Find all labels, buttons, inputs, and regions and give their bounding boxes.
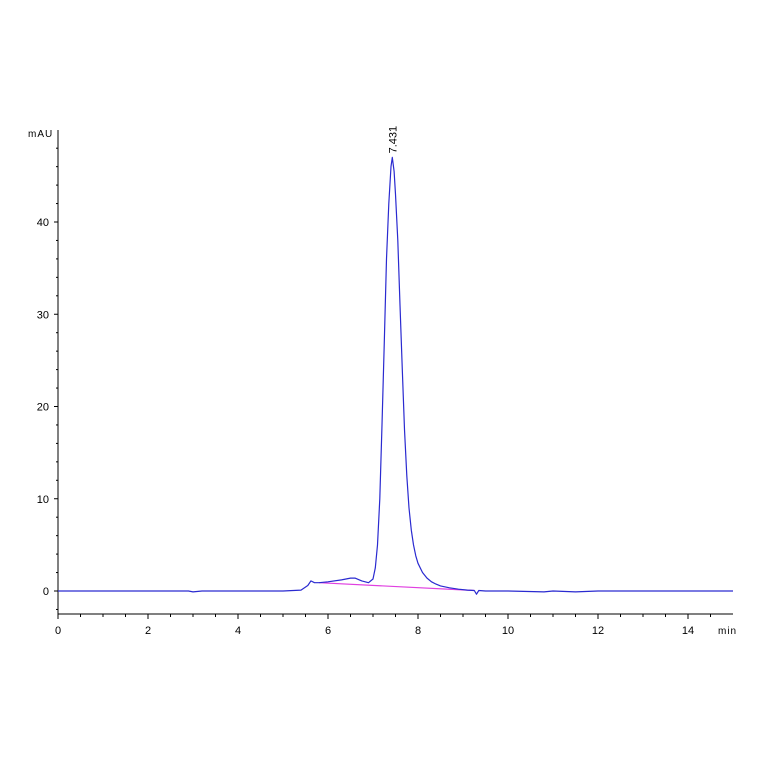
y-tick-label: 0 <box>43 586 49 598</box>
x-tick-label: 8 <box>415 625 421 637</box>
x-tick-label: 12 <box>592 625 604 637</box>
peak-retention-label: 7.431 <box>387 126 399 154</box>
integration-baseline <box>318 582 475 592</box>
x-tick-label: 10 <box>502 625 514 637</box>
plot-area: 7.431 <box>58 126 733 595</box>
signal-trace <box>58 156 733 595</box>
y-tick-label: 30 <box>37 309 49 321</box>
y-tick-label: 20 <box>37 402 49 414</box>
x-tick-label: 0 <box>55 625 61 637</box>
x-ticks: 0 2 4 6 8 10 12 14 <box>55 614 711 637</box>
y-tick-label: 40 <box>37 217 49 229</box>
y-tick-label: 10 <box>37 494 49 506</box>
x-tick-label: 4 <box>235 625 241 637</box>
y-axis-unit-label: mAU <box>28 129 53 140</box>
x-tick-label: 14 <box>682 625 694 637</box>
x-tick-label: 2 <box>145 625 151 637</box>
x-tick-label: 6 <box>325 625 331 637</box>
x-axis-unit-label: min <box>718 626 737 637</box>
y-ticks: 0 10 20 30 40 <box>37 147 58 610</box>
